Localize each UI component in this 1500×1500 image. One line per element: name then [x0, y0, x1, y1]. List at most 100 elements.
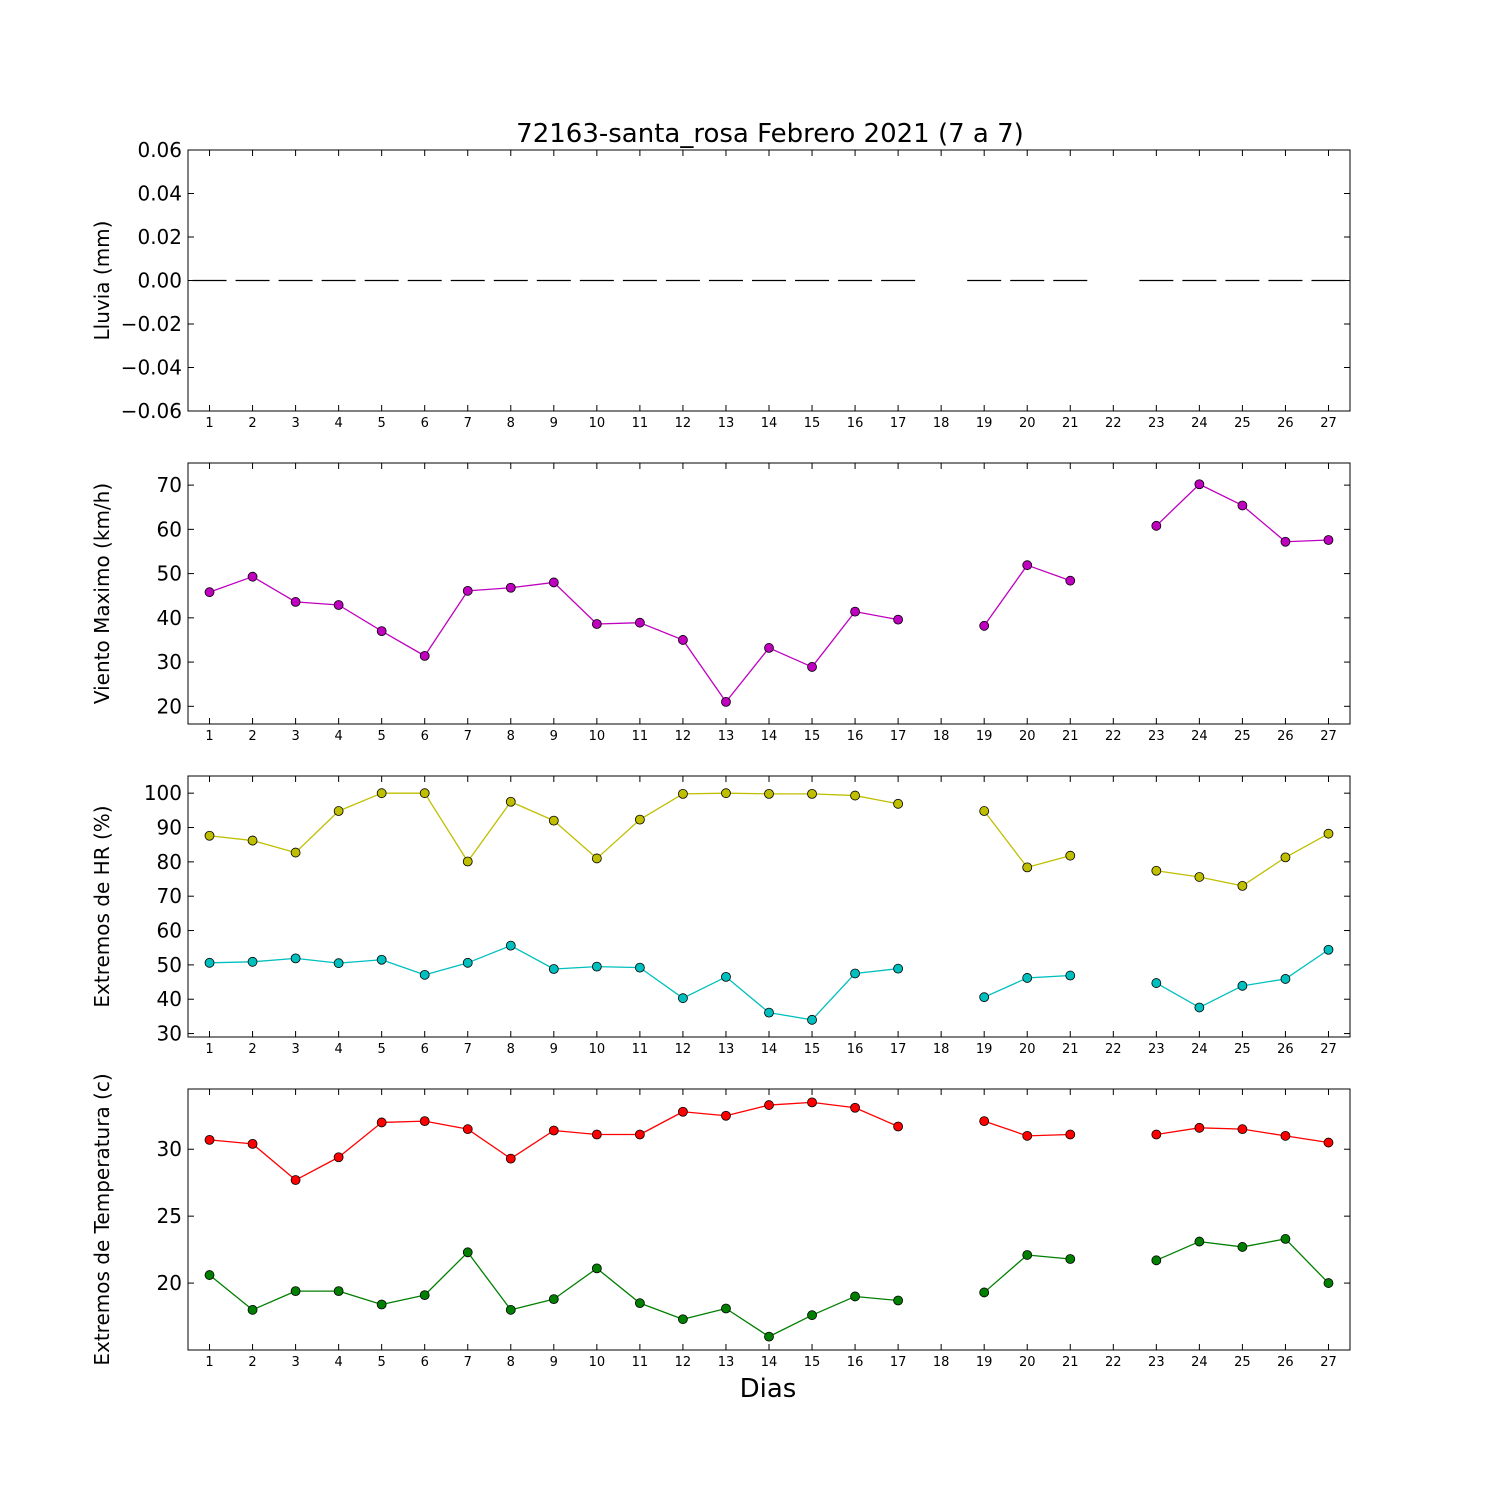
data-point [1151, 520, 1162, 531]
data-point [807, 788, 817, 799]
data-point [1065, 1254, 1076, 1264]
series-line-segment [1027, 974, 1071, 979]
data-point [462, 1124, 473, 1135]
x-tick-label: 19 [976, 1355, 993, 1370]
x-tick-label: 9 [550, 729, 558, 744]
series-line-segment [1199, 1240, 1243, 1248]
y-tick-label: 30 [157, 1022, 182, 1046]
series-line-segment [1285, 539, 1329, 543]
data-point [1065, 1129, 1076, 1140]
series-line-segment [467, 945, 512, 964]
data-point [634, 1298, 645, 1309]
y-tick-label: 70 [157, 884, 182, 908]
series-hr-1 [204, 940, 1334, 1025]
series-line-segment [252, 576, 296, 603]
x-tick-label: 10 [589, 416, 606, 431]
series-line-segment [295, 1156, 339, 1181]
x-tick-label: 13 [718, 729, 735, 744]
series-line-segment [467, 1128, 512, 1160]
series-line-segment [725, 792, 770, 795]
data-point [1323, 1137, 1334, 1148]
series-line-segment [1156, 1240, 1200, 1261]
x-tick-label: 14 [761, 1355, 778, 1370]
y-tick-label: 0.06 [137, 138, 182, 162]
data-point [1065, 575, 1076, 586]
series-line-segment [983, 1254, 1028, 1293]
x-tick-label: 24 [1191, 1355, 1208, 1370]
y-tick-label: 0.02 [137, 225, 182, 249]
x-tick-label: 15 [804, 1355, 821, 1370]
series-line-segment [811, 1101, 856, 1109]
data-point [893, 798, 904, 809]
x-tick-label: 17 [890, 1042, 907, 1057]
x-tick-label: 7 [464, 729, 472, 744]
x-tick-label: 9 [550, 1355, 558, 1370]
series-line-segment [1027, 1133, 1071, 1137]
data-point [807, 1097, 817, 1108]
x-tick-label: 16 [847, 1355, 864, 1370]
x-tick-label: 12 [675, 1355, 692, 1370]
data-point [290, 597, 301, 607]
data-point [247, 571, 258, 582]
x-tick-label: 26 [1277, 1355, 1294, 1370]
series-line-segment [639, 793, 684, 821]
series-line-segment [1242, 1128, 1286, 1137]
data-point [548, 964, 559, 974]
data-point [764, 788, 774, 799]
data-point [1237, 980, 1248, 991]
series-hr-0 [204, 788, 1334, 891]
data-point [1194, 479, 1205, 490]
x-tick-label: 20 [1019, 1042, 1036, 1057]
series-line-segment [338, 1290, 382, 1306]
x-tick-label: 11 [632, 729, 649, 744]
data-point [979, 806, 990, 816]
series-line-segment [467, 1251, 512, 1311]
series-line-segment [855, 1295, 899, 1302]
series-line-segment [209, 961, 253, 964]
x-tick-label: 4 [334, 729, 342, 744]
x-tick-label: 8 [507, 416, 515, 431]
x-tick-label: 17 [890, 416, 907, 431]
x-tick-label: 18 [933, 729, 950, 744]
x-tick-label: 23 [1148, 416, 1165, 431]
x-tick-label: 23 [1148, 729, 1165, 744]
x-tick-label: 25 [1234, 416, 1251, 431]
data-point [548, 1294, 559, 1305]
data-point [1022, 1250, 1033, 1260]
x-tick-label: 13 [718, 1042, 735, 1057]
data-point [1194, 1002, 1205, 1013]
series-line-segment [682, 639, 727, 703]
x-tick-label: 8 [507, 729, 515, 744]
series-line-segment [1241, 504, 1286, 543]
data-point [893, 1121, 904, 1132]
data-point [721, 696, 731, 707]
series-line-segment [639, 622, 684, 641]
data-point [764, 1331, 774, 1342]
series-line-segment [424, 792, 469, 862]
x-tick-label: 18 [933, 416, 950, 431]
data-point [634, 814, 645, 825]
series-line-segment [1242, 856, 1286, 887]
y-tick-label: 70 [157, 473, 182, 497]
x-tick-label: 16 [847, 1042, 864, 1057]
data-point [1022, 1130, 1033, 1141]
data-point [678, 788, 688, 799]
x-tick-label: 11 [632, 1042, 649, 1057]
series-line-segment [1199, 1127, 1243, 1130]
series-line-segment [811, 973, 856, 1021]
series-line-segment [209, 576, 253, 593]
data-point [850, 968, 860, 979]
data-point [1194, 1236, 1205, 1247]
series-line-segment [553, 965, 597, 970]
data-point [1022, 862, 1033, 873]
x-tick-label: 1 [205, 729, 213, 744]
data-point [1151, 1129, 1162, 1140]
data-point [591, 619, 602, 629]
data-point [1065, 850, 1076, 861]
y-tick-label: 25 [157, 1204, 182, 1228]
x-tick-label: 27 [1320, 1355, 1337, 1370]
x-tick-label: 27 [1320, 729, 1337, 744]
data-point [204, 1134, 215, 1145]
series-line-segment [596, 622, 640, 625]
series-line-segment [467, 587, 511, 592]
